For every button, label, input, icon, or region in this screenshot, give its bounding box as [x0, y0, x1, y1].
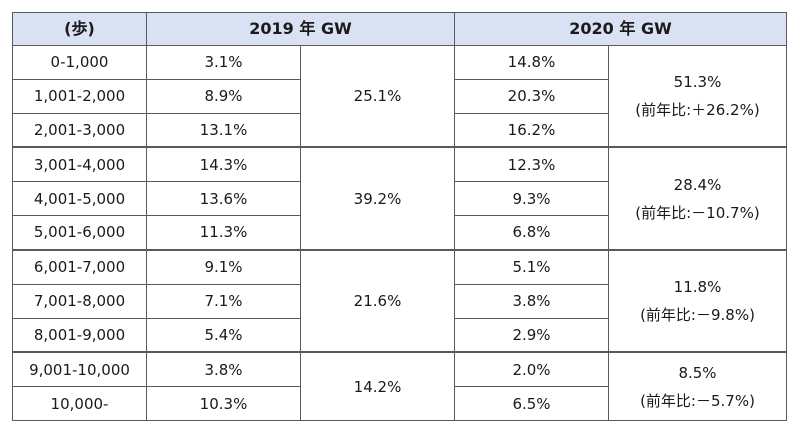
- step-range: 7,001-8,000: [12, 283, 147, 319]
- table-row: 10,000- 10.3% 6.5%: [12, 386, 787, 421]
- group-yoy-2020: (前年比:－9.8%): [640, 306, 755, 325]
- pct-2019: 9.1%: [146, 248, 301, 285]
- step-range: 3,001-4,000: [12, 146, 147, 183]
- pct-2020: 20.3%: [454, 78, 609, 114]
- pct-2019: 7.1%: [146, 283, 301, 319]
- table-row: 2,001-3,000 13.1% 16.2%: [12, 112, 787, 148]
- step-range: 9,001-10,000: [12, 351, 147, 388]
- pct-2020: 6.5%: [454, 386, 609, 421]
- group-sum-2020: 28.4% (前年比:－10.7%): [608, 146, 787, 251]
- header-2019: 2019 年 GW: [146, 12, 455, 46]
- group-yoy-2020: (前年比:＋26.2%): [635, 101, 760, 120]
- pct-2020: 9.3%: [454, 181, 609, 217]
- table-row: 7,001-8,000 7.1% 3.8%: [12, 283, 787, 319]
- header-steps: (歩): [12, 12, 147, 46]
- pct-2019: 5.4%: [146, 317, 301, 353]
- step-range: 6,001-7,000: [12, 248, 147, 285]
- table-row: 3,001-4,000 14.3% 39.2% 12.3% 28.4% (前年比…: [12, 146, 787, 251]
- pct-2020: 5.1%: [454, 248, 609, 285]
- group-sum-2019: 14.2%: [300, 351, 455, 422]
- step-range: 8,001-9,000: [12, 317, 147, 353]
- group-yoy-2020: (前年比:－10.7%): [635, 203, 760, 222]
- pct-2020: 2.0%: [454, 351, 609, 388]
- table-row: 1,001-2,000 8.9% 20.3%: [12, 78, 787, 114]
- group-sum-2020-value: 8.5%: [678, 363, 717, 382]
- pct-2019: 14.3%: [146, 146, 301, 183]
- pct-2020: 16.2%: [454, 112, 609, 148]
- group-sum-2019: 21.6%: [300, 248, 455, 353]
- pct-2019: 3.1%: [146, 45, 301, 80]
- step-range: 4,001-5,000: [12, 181, 147, 217]
- step-range: 1,001-2,000: [12, 78, 147, 114]
- group-sum-2019: 39.2%: [300, 146, 455, 251]
- header-row: (歩) 2019 年 GW 2020 年 GW: [12, 12, 787, 46]
- group-sum-2020: 11.8% (前年比:－9.8%): [608, 248, 787, 353]
- group-yoy-2020: (前年比:－5.7%): [640, 391, 755, 410]
- pct-2019: 13.6%: [146, 181, 301, 217]
- step-range: 0-1,000: [12, 45, 147, 80]
- step-range: 2,001-3,000: [12, 112, 147, 148]
- header-2020: 2020 年 GW: [454, 12, 787, 46]
- table-row: 5,001-6,000 11.3% 6.8%: [12, 215, 787, 251]
- table-row: 9,001-10,000 3.8% 14.2% 2.0% 8.5% (前年比:－…: [12, 351, 787, 422]
- pct-2020: 3.8%: [454, 283, 609, 319]
- pct-2020: 6.8%: [454, 215, 609, 251]
- table-row: 4,001-5,000 13.6% 9.3%: [12, 181, 787, 217]
- step-range: 10,000-: [12, 386, 147, 421]
- table-row: 0-1,000 3.1% 25.1% 14.8% 51.3% (前年比:＋26.…: [12, 45, 787, 148]
- pct-2020: 12.3%: [454, 146, 609, 183]
- group-sum-2020-value: 51.3%: [673, 73, 722, 92]
- pct-2020: 14.8%: [454, 45, 609, 80]
- pct-2019: 3.8%: [146, 351, 301, 388]
- group-sum-2020: 51.3% (前年比:＋26.2%): [608, 45, 787, 148]
- table-row: 6,001-7,000 9.1% 21.6% 5.1% 11.8% (前年比:－…: [12, 248, 787, 353]
- step-range: 5,001-6,000: [12, 215, 147, 251]
- group-sum-2020-value: 11.8%: [673, 278, 722, 297]
- pct-2019: 11.3%: [146, 215, 301, 251]
- pct-2019: 13.1%: [146, 112, 301, 148]
- pct-2019: 8.9%: [146, 78, 301, 114]
- group-sum-2020-value: 28.4%: [673, 175, 722, 194]
- group-sum-2019: 25.1%: [300, 45, 455, 148]
- step-distribution-table: (歩) 2019 年 GW 2020 年 GW 0-1,000 3.1% 25.…: [12, 12, 787, 422]
- group-sum-2020: 8.5% (前年比:－5.7%): [608, 351, 787, 422]
- pct-2019: 10.3%: [146, 386, 301, 421]
- pct-2020: 2.9%: [454, 317, 609, 353]
- table-row: 8,001-9,000 5.4% 2.9%: [12, 317, 787, 353]
